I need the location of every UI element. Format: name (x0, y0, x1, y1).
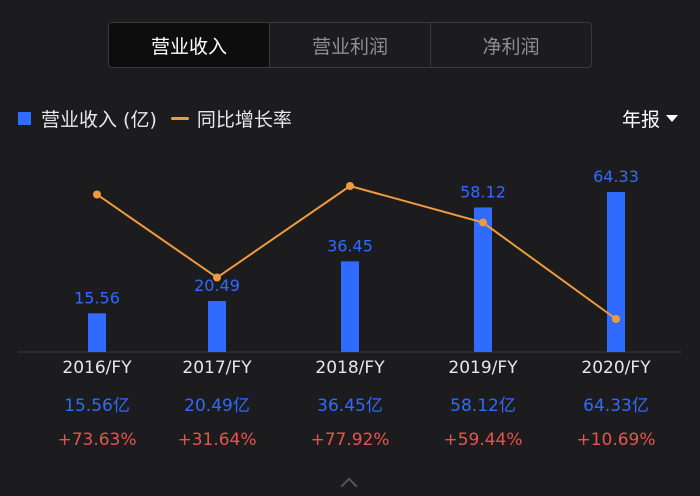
growth-rate-value: +77.92% (310, 430, 390, 450)
growth-rate-value: +59.44% (443, 430, 523, 450)
legend-bar-swatch (18, 111, 31, 125)
bar-value-label: 36.45 (327, 236, 373, 255)
growth-point-2017/FY (213, 273, 221, 282)
tab-revenue[interactable]: 营业收入 (109, 23, 270, 67)
bar-value-label: 58.12 (460, 182, 506, 201)
growth-rate-value: +10.69% (576, 430, 656, 450)
legend-line-label: 同比增长率 (196, 108, 292, 131)
caret-down-icon (666, 114, 678, 122)
growth-point-2018/FY (346, 182, 354, 190)
legend-line-swatch (170, 116, 189, 120)
bar-value-label: 64.33 (593, 167, 639, 186)
year-row: 2016/FY 2017/FY 2018/FY 2019/FY 2020/FY (0, 355, 700, 381)
metric-tabs: 营业收入 营业利润 净利润 (108, 22, 592, 68)
value-row: 15.56亿 20.49亿 36.45亿 58.12亿 64.33亿 (0, 393, 700, 419)
tab-operating-profit[interactable]: 营业利润 (270, 23, 431, 67)
revenue-value: 58.12亿 (450, 396, 516, 416)
revenue-value: 64.33亿 (583, 396, 649, 416)
legend-bar-label: 营业收入 (亿) (41, 108, 157, 131)
chart-legend: 营业收入 (亿) 同比增长率 (18, 104, 292, 132)
bar-2016/FY (88, 313, 106, 352)
year-label: 2019/FY (448, 358, 518, 378)
growth-point-2019/FY (479, 218, 487, 227)
period-selector[interactable]: 年报 (622, 104, 678, 132)
year-label: 2020/FY (581, 358, 651, 378)
revenue-value: 36.45亿 (317, 396, 383, 416)
year-label: 2016/FY (62, 358, 132, 378)
growth-row: +73.63% +31.64% +77.92% +59.44% +10.69% (0, 427, 700, 453)
bar-value-label: 20.49 (194, 276, 240, 295)
bar-2017/FY (208, 301, 226, 352)
bar-2019/FY (474, 207, 492, 352)
growth-point-2020/FY (612, 315, 620, 323)
revenue-value: 15.56亿 (64, 396, 130, 416)
period-label: 年报 (621, 108, 660, 131)
bar-2020/FY (607, 192, 625, 352)
growth-rate-value: +31.64% (177, 430, 257, 450)
year-label: 2018/FY (315, 358, 385, 378)
tab-net-profit[interactable]: 净利润 (482, 35, 540, 58)
year-label: 2017/FY (182, 358, 252, 378)
bar-2018/FY (341, 261, 359, 352)
revenue-value: 20.49亿 (184, 396, 250, 416)
bar-value-label: 15.56 (74, 288, 120, 307)
growth-rate-value: +73.63% (57, 430, 137, 450)
growth-point-2016/FY (93, 190, 101, 199)
